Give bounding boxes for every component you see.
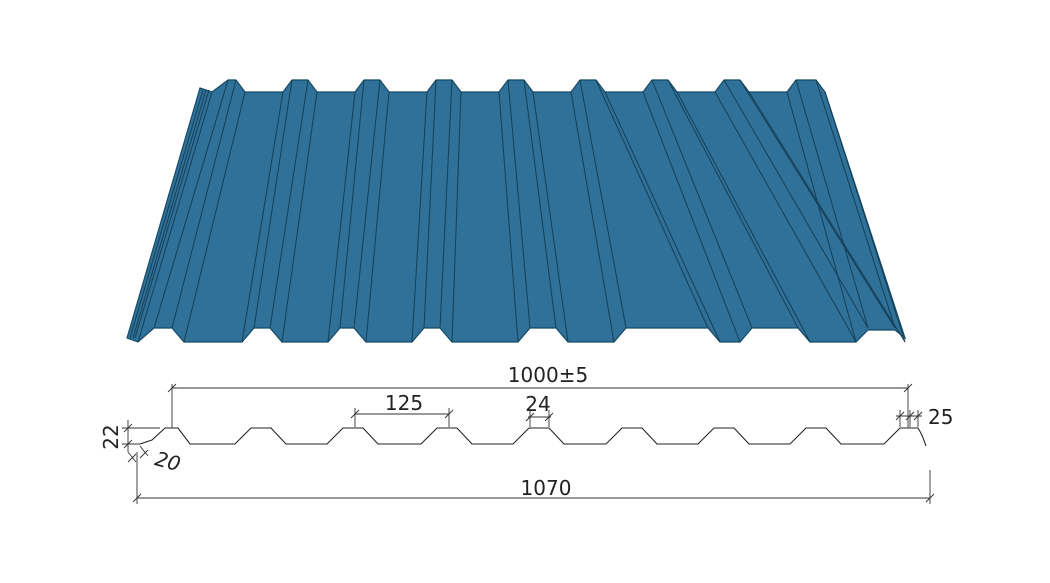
sheet-rib-line: [183, 91, 246, 343]
sheet-rib-line: [498, 91, 519, 343]
rib-pitch-label: 125: [385, 391, 423, 415]
effective-width-label: 1000±5: [508, 363, 588, 387]
edge-crest-dimension: 25: [895, 405, 953, 429]
sheet-rib-line: [507, 79, 531, 329]
sheet-rib-line: [651, 79, 753, 329]
sheet-rib-line: [579, 79, 627, 329]
sheet-rib-line: [570, 91, 615, 343]
sheet-rib-line: [723, 79, 869, 329]
sheet-3d-view: [126, 79, 907, 343]
sheet-rib-line: [824, 91, 906, 343]
crest-width-label: 24: [525, 392, 550, 416]
sheet-edge-fold-line: [134, 89, 210, 339]
sheet-profile-outline: [139, 427, 927, 447]
sheet-edge-fold-line: [129, 89, 204, 339]
sheet-rib-line: [365, 91, 390, 343]
profile-height-label: 22: [99, 424, 123, 449]
effective-width-dimension: 1000±5: [167, 363, 913, 428]
sheet-rib-line: [451, 91, 462, 343]
sheet-rib-line: [241, 91, 284, 343]
sheet-rib-line: [523, 79, 557, 329]
edge-crest-label: 25: [928, 405, 953, 429]
sheet-rib-line: [795, 79, 869, 329]
sheet-rib-line: [339, 79, 365, 329]
sheet-rib-line: [595, 79, 709, 329]
sheet-rib-line: [281, 91, 318, 343]
sheet-rib-line: [253, 79, 293, 329]
sheet-rib-line: [353, 79, 381, 329]
sheet-edge-fold-line: [132, 89, 207, 339]
sheet-body: [126, 79, 907, 343]
overall-width-label: 1070: [521, 476, 572, 500]
side-angle-label: 20: [152, 446, 183, 476]
profile-height-dimension: 22: [99, 420, 160, 452]
crest-width-dimension: 24: [525, 392, 554, 427]
overall-width-dimension: 1070: [132, 452, 935, 504]
sheet-rib-line: [327, 91, 356, 343]
sheet-rib-line: [714, 91, 857, 343]
sheet-rib-line: [439, 79, 453, 329]
sheet-rib-line: [786, 91, 857, 343]
sheet-rib-line: [532, 91, 569, 343]
rib-pitch-dimension: 125: [350, 391, 454, 427]
sheet-rib-line: [815, 79, 896, 329]
sheet-rib-line: [604, 91, 721, 343]
sheet-rib-line: [171, 79, 237, 329]
sheet-rib-line: [676, 91, 811, 343]
sheet-rib-line: [153, 79, 229, 329]
cross-section: 1000±5 125 24 25: [99, 363, 953, 504]
sheet-rib-lines: [129, 79, 906, 343]
sheet-rib-line: [667, 79, 799, 329]
sheet-rib-line: [269, 79, 309, 329]
sheet-rib-line: [642, 91, 741, 343]
sheet-rib-line: [137, 91, 213, 343]
sheet-rib-line: [423, 79, 437, 329]
side-angle-dimension: 20: [127, 445, 183, 476]
sheet-rib-line: [411, 91, 428, 343]
sheet-rib-line: [748, 91, 906, 343]
